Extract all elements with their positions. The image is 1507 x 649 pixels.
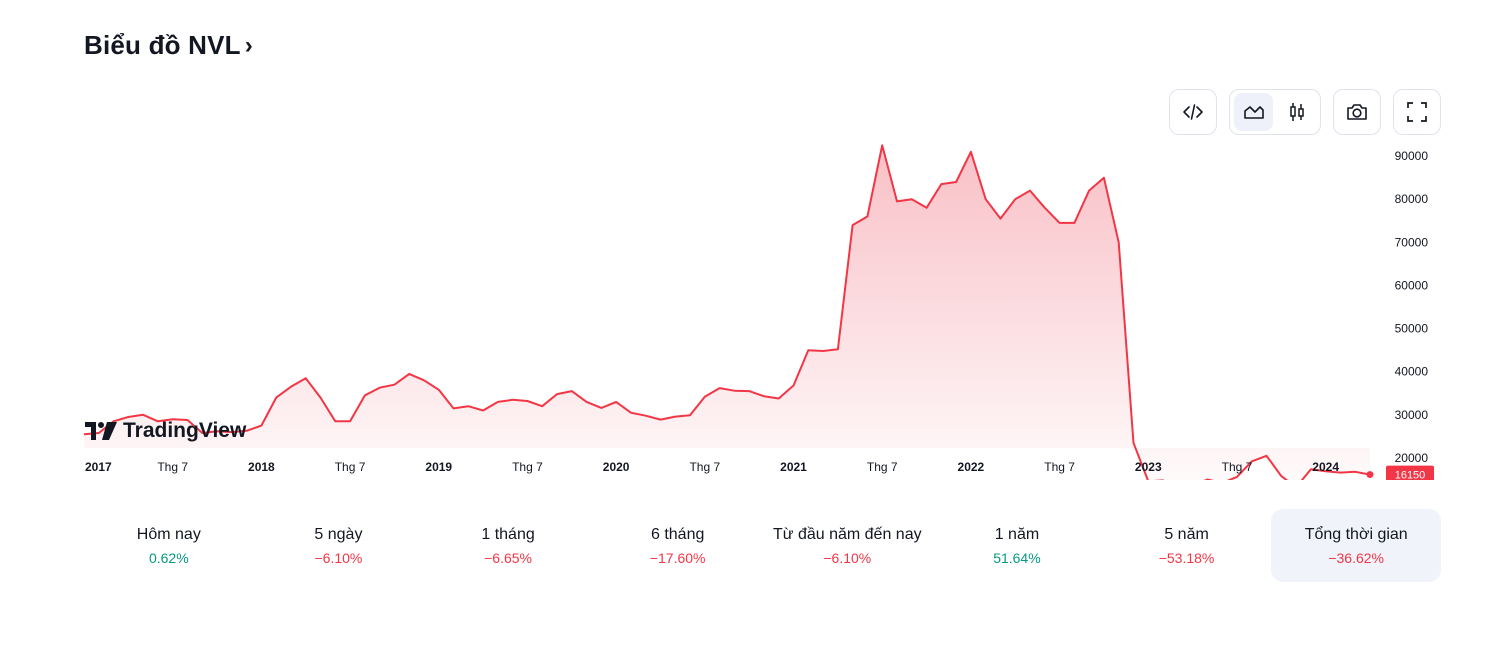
- candlestick-icon: [1289, 103, 1304, 121]
- price-chart[interactable]: 2017 Thg 7 2018 Thg 7 2019 Thg 7 2020 Thg 7 2021…: [0, 0, 1507, 480]
- y-tick-label: 70000: [1395, 235, 1429, 249]
- chart-title[interactable]: Biểu đồ NVL ›: [84, 30, 253, 61]
- period-label: 6 tháng: [650, 525, 705, 543]
- period-change: −36.62%: [1328, 549, 1385, 566]
- x-tick-label: 2021: [780, 460, 807, 474]
- period-change: 0.62%: [148, 549, 189, 566]
- chevron-right-icon: ›: [244, 31, 253, 59]
- price-area-fill: [84, 145, 1370, 480]
- x-tick-label: 2024: [1312, 460, 1339, 474]
- x-tick-label: Thg 7: [157, 460, 188, 474]
- tradingview-logo-text: TradingView: [123, 419, 247, 442]
- period-5-days[interactable]: 5 ngày −6.10%: [254, 509, 424, 582]
- y-tick-label: 20000: [1395, 451, 1429, 465]
- x-tick-label: Thg 7: [512, 460, 543, 474]
- period-change: −6.10%: [314, 549, 363, 566]
- x-tick-label: 2017: [85, 460, 112, 474]
- fullscreen-button[interactable]: [1393, 89, 1441, 135]
- price-line: [83, 144, 1371, 480]
- period-label: 1 tháng: [481, 525, 535, 543]
- last-price-badge: [1386, 465, 1434, 480]
- last-price-dot: [1366, 471, 1374, 479]
- x-tick-label: 2019: [425, 460, 452, 474]
- x-tick-label: Thg 7: [335, 460, 366, 474]
- period-label: Hôm nay: [136, 525, 201, 543]
- embed-button[interactable]: [1169, 89, 1217, 135]
- period-label: Tổng thời gian: [1304, 525, 1408, 543]
- x-tick-label: Thg 7: [689, 460, 720, 474]
- period-ytd[interactable]: Từ đầu năm đến nay −6.10%: [763, 509, 933, 582]
- period-1-year[interactable]: 1 năm 51.64%: [932, 509, 1102, 582]
- period-label: 1 năm: [994, 525, 1040, 543]
- period-change: −6.10%: [823, 549, 872, 566]
- period-label: 5 năm: [1164, 525, 1209, 543]
- period-5-years[interactable]: 5 năm −53.18%: [1102, 509, 1272, 582]
- screenshot-button[interactable]: [1333, 89, 1381, 135]
- period-6-months[interactable]: 6 tháng −17.60%: [593, 509, 763, 582]
- period-change: −6.65%: [484, 549, 532, 566]
- x-tick-label: 2018: [248, 460, 275, 474]
- period-all-time[interactable]: Tổng thời gian −36.62%: [1271, 509, 1441, 582]
- period-1-month[interactable]: 1 tháng −6.65%: [423, 509, 593, 582]
- period-label: 5 ngày: [314, 525, 363, 543]
- tradingview-logo[interactable]: TradingView: [85, 419, 246, 443]
- y-tick-label: 50000: [1395, 322, 1429, 336]
- code-icon: [1183, 104, 1203, 120]
- fullscreen-icon: [1407, 102, 1427, 122]
- y-tick-label: 60000: [1395, 278, 1429, 292]
- area-chart-icon: [1243, 106, 1264, 119]
- x-tick-label: 2020: [603, 460, 630, 474]
- y-tick-label: 30000: [1395, 408, 1429, 422]
- chart-title-text: Biểu đồ NVL: [84, 30, 241, 60]
- x-tick-label: 2022: [958, 460, 985, 474]
- period-label: Từ đầu năm đến nay: [773, 525, 922, 543]
- last-price-label: 16150: [1395, 470, 1426, 480]
- tradingview-logo-icon: [85, 422, 117, 440]
- camera-icon: [1347, 104, 1367, 120]
- period-change: 51.64%: [993, 549, 1041, 566]
- y-tick-label: 90000: [1395, 149, 1429, 163]
- y-tick-label: 40000: [1395, 365, 1429, 379]
- period-selector: Hôm nay 0.62% 5 ngày −6.10% 1 tháng −6.6…: [84, 509, 1441, 582]
- x-tick-label: Thg 7: [867, 460, 898, 474]
- x-tick-label: Thg 7: [1222, 460, 1253, 474]
- period-change: −53.18%: [1158, 549, 1215, 566]
- area-chart-button[interactable]: [1234, 93, 1273, 131]
- period-today[interactable]: Hôm nay 0.62%: [84, 509, 254, 582]
- period-change: −17.60%: [649, 549, 706, 566]
- candlestick-chart-button[interactable]: [1277, 93, 1316, 131]
- y-tick-label: 80000: [1395, 192, 1429, 206]
- x-tick-label: 2023: [1135, 460, 1162, 474]
- x-tick-label: Thg 7: [1044, 460, 1075, 474]
- chart-type-group: [1229, 89, 1321, 135]
